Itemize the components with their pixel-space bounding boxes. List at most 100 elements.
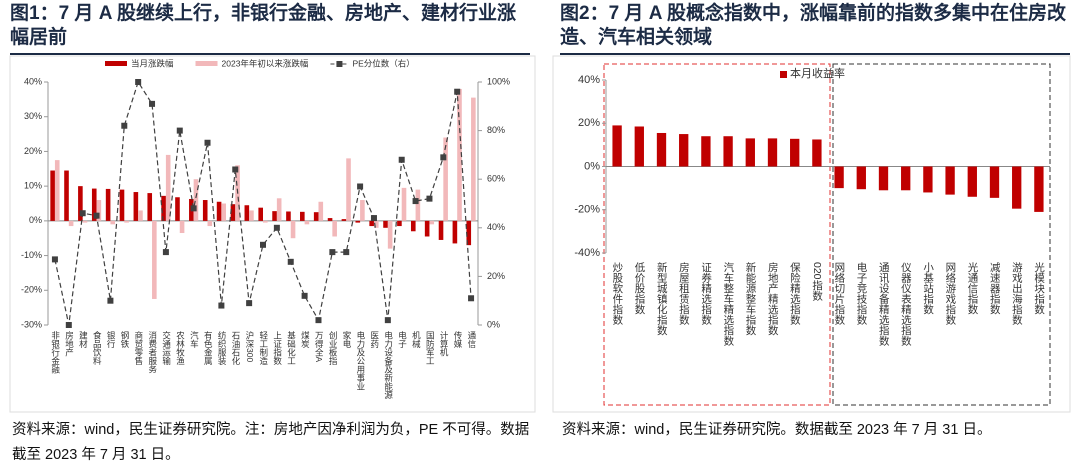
bar	[346, 158, 351, 221]
bar	[923, 166, 933, 193]
x-tick-label: 银行	[106, 330, 116, 349]
bar	[612, 125, 622, 167]
marker	[232, 166, 239, 173]
x-tick-label: 新型城镇化指数	[656, 261, 668, 336]
bar	[50, 170, 55, 221]
bar	[147, 193, 153, 221]
y2-tick-label: 20%	[487, 271, 505, 281]
marker	[329, 249, 336, 256]
bar	[332, 220, 337, 237]
x-tick-label: 小基站指数	[922, 262, 934, 315]
x-tick-label: 房屋租赁指数	[678, 261, 690, 326]
bar	[967, 166, 977, 197]
x-tick-label: 机械	[411, 330, 421, 349]
x-tick-label: 光模块指数	[1033, 261, 1045, 315]
bar	[360, 200, 365, 221]
x-tick-label: 020指数	[811, 262, 823, 301]
x-tick-label: 消费者服务	[148, 330, 158, 374]
y2-tick-label: 40%	[487, 222, 505, 232]
bar	[901, 166, 911, 191]
bar	[989, 166, 1000, 198]
y-tick-label: -30%	[21, 319, 42, 329]
bar	[397, 220, 402, 227]
legend-swatch	[336, 61, 343, 67]
bar	[410, 220, 416, 232]
bar	[91, 188, 97, 221]
marker	[343, 249, 350, 256]
marker	[287, 258, 294, 265]
marker	[468, 295, 475, 302]
marker	[357, 183, 364, 190]
x-tick-label: 减速器指数	[989, 262, 1001, 315]
bar	[105, 188, 111, 221]
bar	[1034, 166, 1044, 212]
x-tick-label: 网络切片指数	[833, 262, 845, 326]
marker	[398, 156, 405, 163]
x-tick-label: 国防军工	[425, 331, 435, 365]
bar	[152, 220, 157, 299]
bar	[369, 220, 374, 227]
x-tick-label: 煤炭	[300, 330, 310, 349]
bar	[471, 97, 476, 221]
bar	[466, 220, 472, 246]
y-tick-label: 10%	[24, 181, 42, 191]
bar	[286, 211, 291, 221]
marker	[218, 302, 225, 309]
y-tick-label: 40%	[24, 76, 42, 86]
marker	[51, 256, 58, 263]
legend-swatch	[195, 61, 218, 66]
x-tick-label: 家电	[342, 330, 352, 348]
marker	[384, 317, 391, 324]
x-tick-label: 有色金属	[203, 330, 213, 366]
bar	[723, 136, 733, 167]
bar	[401, 187, 407, 221]
y-tick-label: -40%	[574, 247, 600, 259]
bar	[263, 220, 268, 223]
bar	[290, 220, 296, 239]
chart-frame	[9, 55, 536, 413]
y-tick-label: 20%	[24, 146, 42, 156]
highlight-box	[603, 63, 831, 406]
marker	[315, 317, 322, 324]
bar	[745, 138, 755, 167]
bar	[82, 220, 88, 223]
x-tick-label: 电力及公用事业	[356, 330, 366, 390]
x-tick-label: 游戏出海指数	[1011, 261, 1023, 326]
y2-tick-label: 80%	[487, 125, 505, 135]
marker	[107, 297, 114, 304]
x-tick-label: 仪器仪表精选指数	[900, 262, 912, 347]
marker	[135, 79, 142, 85]
y2-tick-label: 0%	[487, 319, 500, 329]
bar	[429, 220, 435, 225]
y-tick-label: 40%	[578, 74, 600, 86]
marker	[273, 224, 280, 231]
bar	[193, 179, 199, 221]
marker	[426, 195, 433, 202]
x-tick-label: 纺织服装	[217, 330, 227, 366]
x-tick-label: 创业板指	[328, 330, 338, 366]
marker	[412, 198, 419, 205]
bar	[438, 220, 444, 240]
bar	[78, 186, 83, 221]
bar	[54, 160, 60, 221]
legend-label: 本月收益率	[790, 66, 845, 80]
marker	[260, 241, 266, 248]
bar	[387, 220, 393, 249]
x-tick-label: 证券精选指数	[700, 262, 712, 326]
bar	[856, 166, 866, 190]
bar	[679, 134, 689, 167]
x-tick-label: 上证指数	[273, 331, 283, 366]
bar	[119, 189, 125, 221]
marker	[65, 322, 72, 328]
legend-swatch	[780, 71, 787, 78]
y2-tick-label: 60%	[487, 174, 505, 184]
x-tick-label: 房地产精选指数	[767, 261, 779, 336]
y2-tick-label: 100%	[487, 76, 510, 86]
legend-label: 2023年年初以来涨跌幅	[222, 58, 309, 68]
x-tick-label: 计算机	[439, 330, 449, 357]
x-tick-label: 光通信指数	[967, 261, 979, 315]
bar	[175, 197, 180, 221]
y-tick-label: 0%	[584, 160, 600, 172]
bar	[443, 137, 448, 221]
bar	[230, 204, 236, 221]
